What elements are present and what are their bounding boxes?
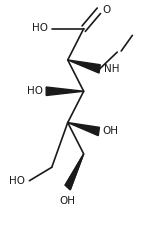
Text: OH: OH (60, 196, 76, 206)
Text: HO: HO (32, 22, 48, 33)
Polygon shape (65, 154, 84, 190)
Text: NH: NH (104, 64, 119, 74)
Polygon shape (65, 154, 84, 190)
Text: O: O (102, 5, 110, 15)
Text: HO: HO (9, 176, 25, 186)
Polygon shape (46, 87, 84, 95)
Text: OH: OH (102, 126, 118, 136)
Text: HO: HO (27, 86, 43, 96)
Polygon shape (68, 123, 99, 136)
Polygon shape (68, 60, 100, 73)
